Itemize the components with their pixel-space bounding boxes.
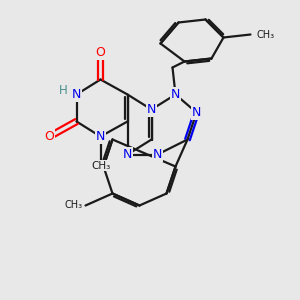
Text: N: N <box>96 130 105 143</box>
Text: N: N <box>192 106 201 119</box>
Text: CH₃: CH₃ <box>64 200 82 211</box>
Text: N: N <box>72 88 81 101</box>
Text: CH₃: CH₃ <box>256 29 274 40</box>
Text: N: N <box>123 148 132 161</box>
Text: N: N <box>171 88 180 101</box>
Text: H: H <box>58 84 68 98</box>
Text: N: N <box>153 148 162 161</box>
Text: N: N <box>147 103 156 116</box>
Text: CH₃: CH₃ <box>91 160 110 171</box>
Text: O: O <box>45 130 54 143</box>
Text: O: O <box>96 46 105 59</box>
